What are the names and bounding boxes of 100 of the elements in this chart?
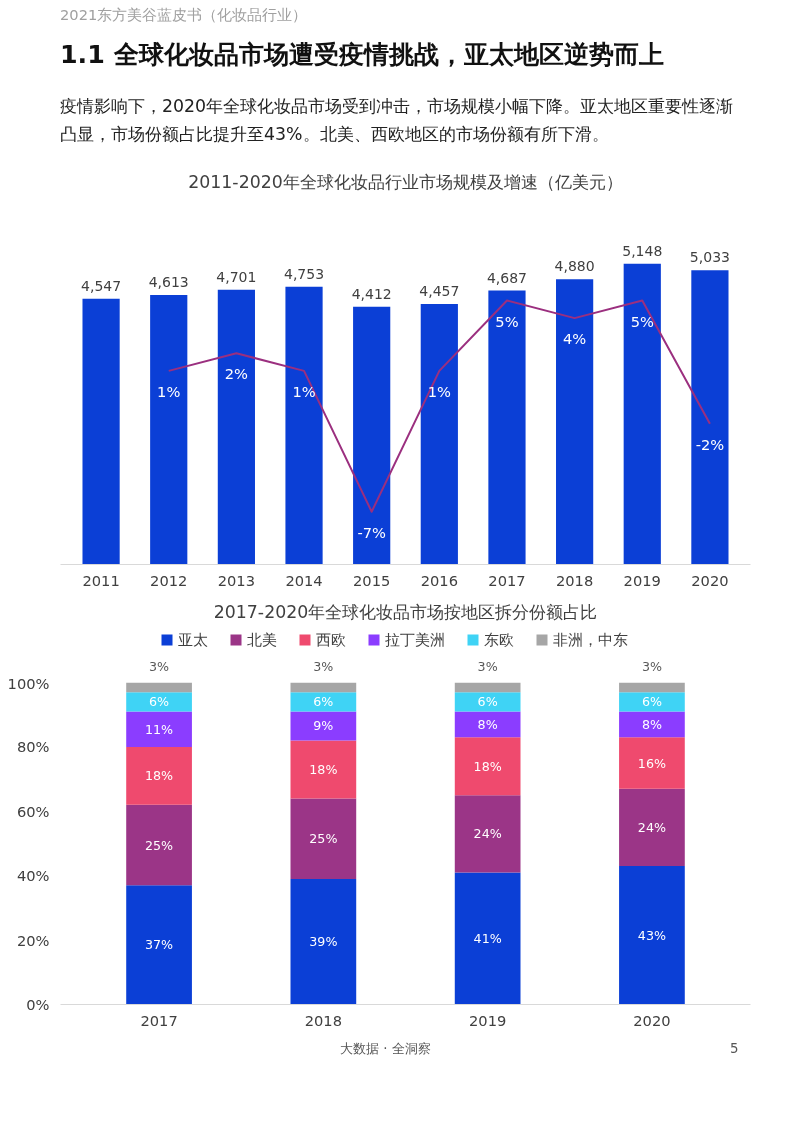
bar [126,746,192,805]
data-label: 25% [145,837,174,853]
bar [126,711,192,747]
data-label: 8% [641,716,662,732]
bar [619,788,685,867]
bar [126,885,192,1005]
x-tick-label: 2020 [633,1011,671,1029]
y-tick-label: 80% [16,738,50,756]
data-label: 24% [473,826,502,842]
bar [619,682,685,693]
text: 疫情影响下，2020年全球化妆品市场受到冲击，市场规模小幅下降。亚太地区重要性逐渐凸显，市场份额占比提升至43%。北美、西欧地区的市场份额有所下滑。 [60,95,735,146]
data-label: 3% [477,658,498,674]
bar [353,306,391,565]
data-label: 5,033 [689,249,730,266]
bar [619,711,685,738]
bar [556,279,594,565]
data-label: 1% [292,382,316,400]
bar [126,692,192,712]
x-tick-label: 2013 [217,571,256,589]
bar [290,711,357,741]
x-tick-label: 2015 [353,571,391,589]
chart-title: 2011-2020年全球化妆品行业市场规模及增速（亿美元） [188,171,623,192]
data-label: 1% [427,382,452,400]
data-label: 25% [309,831,338,847]
x-tick-label: 2018 [304,1011,343,1029]
x-tick-label: 2012 [150,571,188,589]
bar [488,290,526,565]
data-label: 4,547 [81,277,122,294]
bar [150,294,188,565]
bar [454,795,521,873]
text: 大数据 · 全洞察 [340,1040,432,1058]
bar [619,692,685,712]
data-label: 2% [224,365,249,383]
data-label: 4,753 [283,265,325,282]
bar [290,878,357,1005]
data-label: 8% [477,716,498,732]
text: 5 [730,1040,740,1058]
data-label: 43% [637,927,666,943]
data-label: 11% [145,721,174,737]
data-label: 24% [637,819,666,835]
bar [82,298,120,565]
data-label: 6% [313,694,334,710]
bar [454,682,521,693]
data-label: 3% [313,658,334,674]
data-label: 4,613 [148,273,189,290]
legend-label: 东欧 [484,631,514,649]
data-label: 6% [477,694,498,710]
bar [420,304,458,565]
bar [454,737,521,796]
data-label: 4,880 [554,258,595,275]
bar [290,740,357,799]
data-label: 4,457 [419,283,460,300]
data-label: 18% [473,758,502,774]
data-label: 1% [157,382,181,400]
bar [126,682,192,693]
data-label: 5% [630,312,654,330]
data-label: -7% [357,523,387,541]
data-label: 9% [313,718,334,734]
bar [454,872,521,1005]
chart-title: 2017-2020年全球化妆品市场按地区拆分份额占比 [213,601,598,622]
bar [691,270,729,565]
data-label: 4% [562,330,587,348]
data-label: 4,412 [351,285,392,302]
bar [290,682,357,693]
data-label: 18% [309,761,338,777]
data-label: 41% [473,930,502,946]
data-label: 5% [495,312,519,330]
data-label: 5,148 [622,242,663,259]
x-tick-label: 2019 [468,1011,507,1029]
data-label: 3% [641,658,662,674]
y-tick-label: 0% [26,996,50,1013]
x-tick-label: 2014 [285,571,323,589]
bar [290,798,357,879]
legend-label: 北美 [247,631,277,649]
y-tick-label: 100% [7,674,50,692]
bar [619,866,685,1005]
x-tick-label: 2017 [488,571,526,589]
data-label: -2% [695,435,725,453]
data-label: 37% [145,937,174,953]
data-label: 4,687 [486,269,528,286]
data-label: 39% [309,934,338,950]
legend-label: 亚太 [178,631,208,649]
bar [454,711,521,738]
x-tick-label: 2016 [420,571,458,589]
y-tick-label: 60% [16,802,50,820]
bar [623,263,661,565]
bar [285,286,323,565]
data-label: 18% [145,768,174,784]
bar [454,692,521,712]
legend-label: 拉丁美洲 [385,631,445,649]
legend-label: 西欧 [316,631,346,649]
x-tick-label: 2019 [623,571,661,589]
y-tick-label: 40% [16,867,50,885]
data-label: 6% [149,694,170,710]
bar [126,804,192,886]
text: 2021东方美谷蓝皮书（化妆品行业） [60,5,308,25]
text: 1.1 全球化妆品市场遭受疫情挑战，亚太地区逆势而上 [60,39,664,70]
data-label: 16% [637,755,666,771]
x-tick-label: 2017 [140,1011,178,1029]
data-label: 4,701 [216,268,257,285]
